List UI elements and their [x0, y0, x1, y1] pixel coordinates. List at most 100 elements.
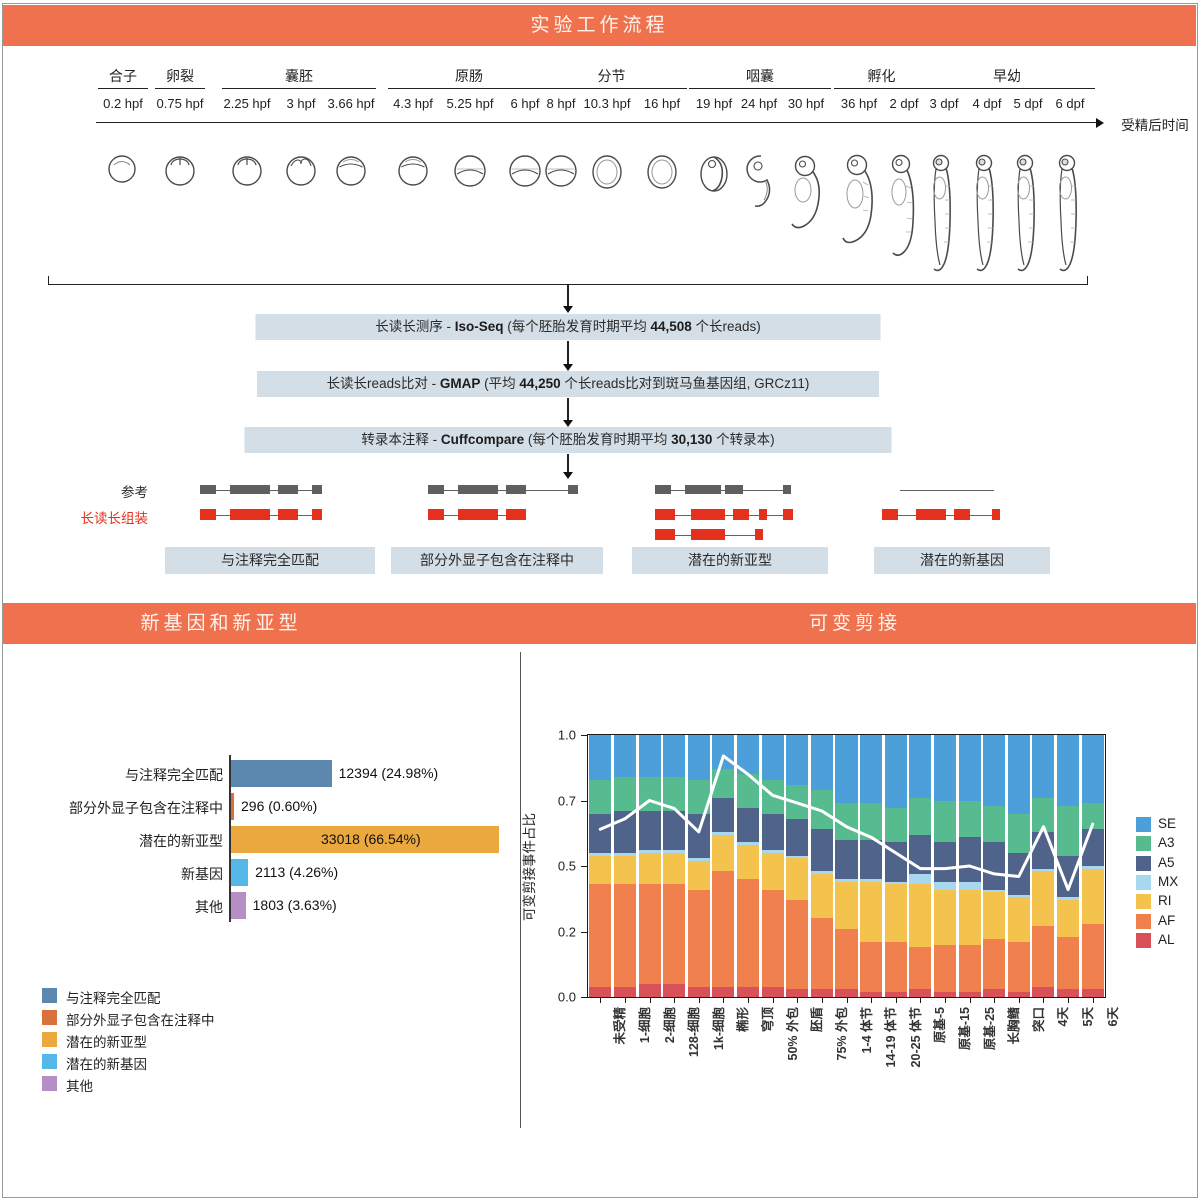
embryo-drawing-13 — [788, 152, 824, 232]
timepoint-label-8: 8 hpf — [546, 96, 576, 111]
stacked-segment-MX-10 — [835, 879, 858, 882]
stacked-segment-RI-13 — [909, 884, 932, 948]
stacked-segment-A3-4 — [687, 779, 710, 814]
stacked-segment-RI-11 — [860, 881, 883, 942]
stage-label-1: 卵裂 — [166, 68, 194, 84]
embryo-drawing-0 — [105, 152, 141, 186]
stacked-segment-AF-4 — [687, 889, 710, 987]
gene-category-box-2: 潜在的新亚型 — [632, 547, 828, 574]
gene-exon-read-3-0-3 — [992, 509, 1000, 520]
timepoint-label-12: 24 hpf — [740, 96, 778, 111]
novel-genes-title: 新基因和新亚型 — [140, 613, 302, 634]
stage-label-4: 分节 — [597, 68, 626, 84]
stacked-segment-RI-9 — [810, 873, 833, 919]
gene-exon-ref-1-3 — [568, 485, 578, 494]
gene-exon-ref-0-1 — [230, 485, 270, 494]
figure-border — [2, 3, 1198, 1198]
barchart-value-3: 2113 (4.26%) — [255, 864, 339, 880]
barchart-value-4: 1803 (3.63%) — [252, 897, 337, 913]
pipeline-step-1: 长读长测序 - Iso-Seq (每个胚胎发育时期平均 44,508 个长rea… — [255, 314, 881, 340]
stacked-segment-A5-11 — [860, 839, 883, 880]
stacked-xtick-label-13: 原基-5 — [933, 1007, 948, 1044]
stacked-segment-AL-19 — [1057, 989, 1080, 997]
barchart-category-label-0: 与注释完全匹配 — [125, 767, 223, 783]
gene-exon-ref-0-2 — [278, 485, 298, 494]
stacked-segment-MX-14 — [933, 881, 956, 890]
stacked-segment-AL-18 — [1032, 986, 1055, 997]
gene-exon-read-1-0-2 — [506, 509, 526, 520]
stacked-segment-AF-5 — [712, 871, 735, 987]
stage-label-0: 合子 — [109, 68, 137, 84]
barchart-legend-label-0: 与注释完全匹配 — [66, 991, 161, 1006]
gene-exon-read-2-1-1 — [691, 529, 725, 540]
embryo-bracket-tick-right — [1087, 276, 1088, 284]
stacked-segment-A3-9 — [810, 790, 833, 830]
stacked-segment-MX-8 — [786, 855, 809, 859]
stacked-xtick-label-18: 4天 — [1056, 1007, 1071, 1027]
stacked-segment-RI-5 — [712, 834, 735, 872]
gene-exon-read-0-0-3 — [312, 509, 322, 520]
gene-exon-ref-2-3 — [783, 485, 791, 494]
stacked-segment-RI-14 — [933, 889, 956, 945]
stacked-segment-AL-10 — [835, 989, 858, 997]
stacked-xtick-mark-14 — [944, 998, 946, 1003]
barchart-category-label-3: 新基因 — [181, 866, 223, 882]
gene-track-line-ref-3 — [900, 489, 994, 491]
embryo-drawing-19 — [1052, 152, 1088, 272]
stacked-ytick-mark-1 — [581, 800, 587, 802]
stacked-segment-A5-2 — [638, 810, 661, 851]
stacked-segment-A5-13 — [909, 834, 932, 874]
stacked-xtick-label-7: 50% 外包 — [785, 1007, 800, 1061]
stacked-ytick-mark-2 — [581, 866, 587, 867]
stacked-segment-A5-14 — [933, 842, 956, 882]
timepoint-label-1: 0.75 hpf — [156, 96, 204, 111]
gene-category-box-0: 与注释完全匹配 — [165, 547, 375, 574]
arrow-step3-to-models-line — [567, 454, 569, 472]
stacked-segment-AL-0 — [589, 986, 612, 997]
stacked-segment-A5-9 — [810, 829, 833, 872]
time-axis-arrowhead-icon — [1096, 118, 1104, 128]
stacked-segment-AF-19 — [1057, 936, 1080, 990]
stacked-segment-A3-0 — [589, 779, 612, 814]
gene-exon-ref-2-1 — [685, 485, 721, 494]
stacked-segment-AF-0 — [589, 884, 612, 987]
stacked-segment-A5-7 — [761, 813, 784, 851]
stacked-ylabel-text: 可变剪接事件占比 — [522, 813, 537, 921]
stacked-ytick-label-2: 0.5 — [557, 858, 576, 874]
stacked-segment-A3-10 — [835, 803, 858, 840]
stacked-segment-A5-1 — [613, 810, 636, 853]
stacked-segment-SE-7 — [761, 735, 784, 780]
barchart-legend-swatch-0 — [42, 988, 57, 1003]
stacked-segment-RI-3 — [663, 852, 686, 885]
gene-exon-ref-0-3 — [312, 485, 322, 494]
stacked-segment-A3-7 — [761, 779, 784, 814]
gene-exon-read-1-0-0 — [428, 509, 444, 520]
stacked-segment-AL-13 — [909, 989, 932, 997]
gene-exon-ref-1-0 — [428, 485, 444, 494]
stacked-legend-label-A5: A5 — [1158, 854, 1175, 870]
stage-underline-3 — [388, 88, 550, 89]
stacked-segment-AF-3 — [663, 884, 686, 984]
stacked-segment-SE-13 — [909, 735, 932, 798]
stacked-xtick-mark-10 — [846, 998, 848, 1003]
stacked-segment-SE-4 — [687, 735, 710, 780]
stacked-segment-RI-15 — [958, 889, 981, 945]
stacked-ytick-label-4: 0.0 — [557, 989, 576, 1005]
stacked-xtick-mark-12 — [895, 998, 897, 1003]
stacked-legend-label-A3: A3 — [1158, 835, 1175, 851]
stacked-segment-AF-8 — [786, 900, 809, 990]
timepoint-label-7: 6 hpf — [510, 96, 540, 111]
embryo-drawing-5 — [395, 152, 431, 188]
stacked-xtick-mark-4 — [698, 998, 700, 1003]
stacked-segment-RI-18 — [1032, 871, 1055, 927]
stacked-segment-SE-18 — [1032, 735, 1055, 798]
stacked-xtick-label-20: 6天 — [1105, 1007, 1120, 1027]
stacked-segment-RI-2 — [638, 852, 661, 885]
stage-underline-6 — [834, 88, 929, 89]
gene-exon-read-1-0-1 — [458, 509, 498, 520]
stacked-segment-SE-16 — [983, 735, 1006, 806]
stacked-xtick-label-2: 2-细胞 — [662, 1007, 677, 1044]
barchart-axis-line — [229, 755, 231, 922]
gene-exon-ref-1-2 — [506, 485, 526, 494]
barchart-value-1: 296 (0.60%) — [241, 798, 318, 814]
